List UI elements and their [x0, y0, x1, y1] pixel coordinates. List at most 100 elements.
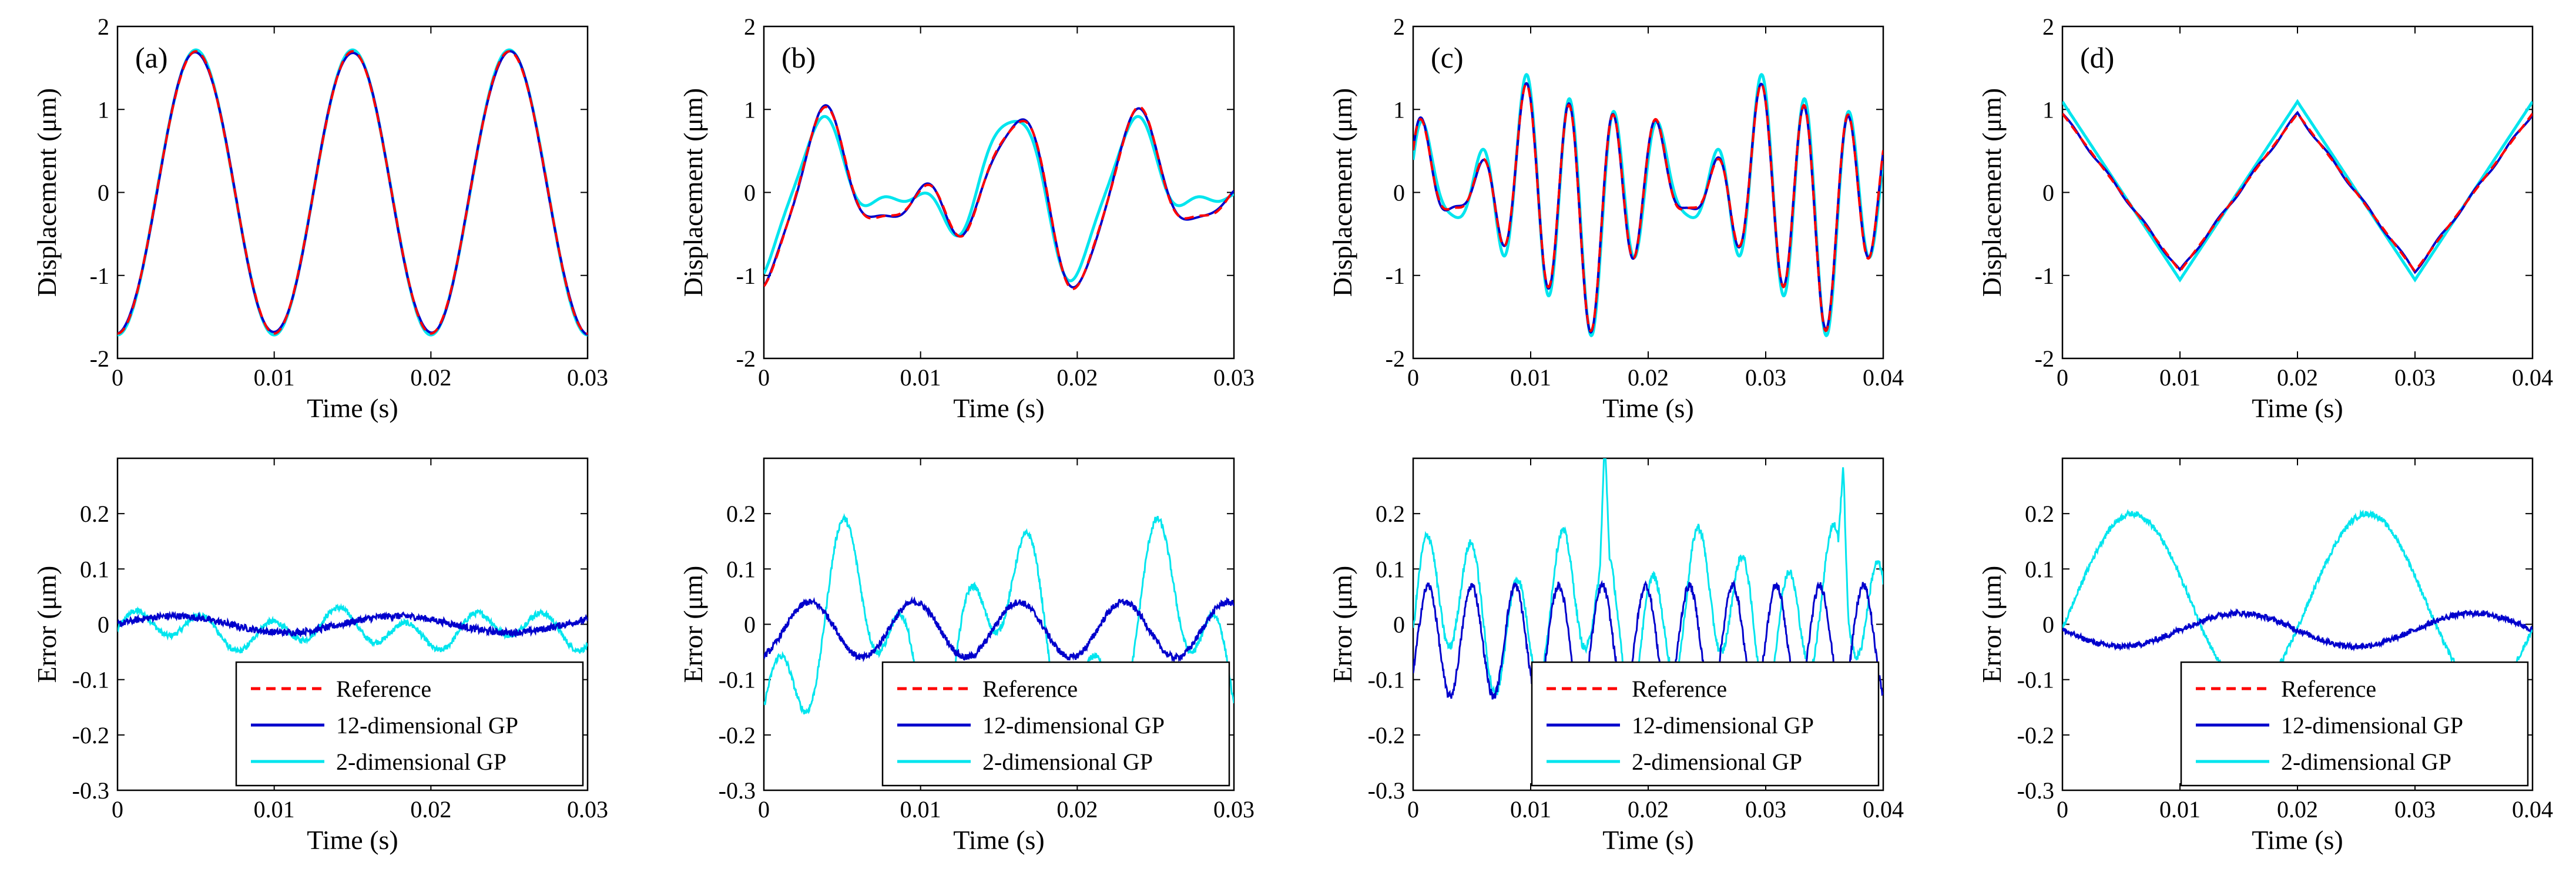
- legend-entry-label: 12-dimensional GP: [336, 712, 518, 739]
- series-line-12d-gp: [118, 610, 588, 638]
- x-tick-label: 0.01: [900, 364, 941, 391]
- y-tick-label: 2: [1393, 14, 1405, 40]
- x-tick-label: 0: [112, 796, 123, 823]
- x-tick-label: 0.03: [1745, 364, 1786, 391]
- x-axis-label: Time (s): [953, 825, 1045, 855]
- y-tick-label: -0.1: [1368, 667, 1405, 693]
- x-tick-label: 0.02: [2277, 796, 2318, 823]
- x-tick-label: 0.03: [2394, 364, 2436, 391]
- y-tick-label: 2: [98, 14, 109, 40]
- x-tick-label: 0.04: [1863, 796, 1904, 823]
- legend-entry-label: 12-dimensional GP: [2281, 712, 2463, 739]
- y-tick-label: 0.2: [1376, 501, 1405, 527]
- y-tick-label: 0: [744, 180, 756, 206]
- y-tick-label: 0.2: [80, 501, 109, 527]
- legend-entry-label: 2-dimensional GP: [982, 749, 1153, 775]
- legend-entry-label: Reference: [336, 676, 431, 702]
- y-tick-label: -2: [1386, 345, 1405, 372]
- y-tick-label: 2: [744, 14, 756, 40]
- series-line-reference: [2062, 111, 2533, 274]
- x-tick-label: 0.02: [2277, 364, 2318, 391]
- legend-entry-label: 2-dimensional GP: [2281, 749, 2451, 775]
- series-group: [118, 603, 588, 655]
- y-tick-label: -0.2: [719, 722, 756, 749]
- x-tick-label: 0.03: [1745, 796, 1786, 823]
- y-axis-label: Error (μm): [678, 566, 708, 683]
- y-axis-label: Error (μm): [1327, 566, 1357, 683]
- y-tick-label: -2: [90, 345, 109, 372]
- series-line-reference: [118, 50, 588, 335]
- chart-displacement-b: 0 0.01 0.02 0.03 -2 -1 0 1 2 Time (s) Displacement…: [678, 14, 1255, 423]
- y-tick-label: 0: [1393, 612, 1405, 638]
- x-tick-label: 0.04: [1863, 364, 1904, 391]
- x-tick-label: 0.01: [1510, 364, 1551, 391]
- y-tick-label: 0.1: [1376, 556, 1405, 582]
- panel-tag: (a): [135, 41, 168, 74]
- x-tick-label: 0.02: [410, 796, 451, 823]
- x-tick-label: 0: [2057, 364, 2068, 391]
- legend-entry-label: Reference: [982, 676, 1078, 702]
- y-tick-label: -0.1: [72, 667, 109, 693]
- x-tick-label: 0.01: [254, 364, 295, 391]
- x-tick-label: 0.01: [254, 796, 295, 823]
- y-axis-label: Displacement (μm): [678, 88, 708, 297]
- x-tick-label: 0.02: [1056, 364, 1098, 391]
- x-tick-label: 0: [758, 364, 770, 391]
- legend: Reference 12-dimensional GP 2-dimensional …: [2180, 661, 2529, 787]
- series-line-12d-gp: [764, 596, 1234, 664]
- legend-entry-label: 2-dimensional GP: [336, 749, 507, 775]
- series-line-2d-gp: [764, 513, 1234, 772]
- x-tick-label: 0.02: [1628, 796, 1669, 823]
- x-tick-label: 0.01: [2159, 364, 2201, 391]
- x-tick-label: 0: [2057, 796, 2068, 823]
- y-tick-label: 1: [1393, 96, 1405, 123]
- x-axis-label: Time (s): [2252, 393, 2343, 423]
- y-axis-label: Displacement (μm): [1327, 88, 1357, 297]
- x-tick-label: 0.03: [1213, 364, 1255, 391]
- y-tick-label: 0.2: [726, 501, 756, 527]
- legend: Reference 12-dimensional GP 2-dimensional …: [235, 661, 584, 787]
- y-axis-label: Error (μm): [1977, 566, 2007, 683]
- x-tick-label: 0.02: [1628, 364, 1669, 391]
- series-line-2d-gp: [764, 115, 1234, 283]
- legend-entry-label: 12-dimensional GP: [982, 712, 1165, 739]
- y-tick-label: -1: [2035, 263, 2054, 289]
- x-axis-label: Time (s): [307, 393, 398, 423]
- series-line-reference: [764, 106, 1234, 290]
- y-tick-label: -0.2: [2017, 722, 2054, 749]
- y-tick-label: 0.1: [2025, 556, 2054, 582]
- legend: Reference 12-dimensional GP 2-dimensional …: [1531, 661, 1880, 787]
- y-tick-label: -1: [90, 263, 109, 289]
- y-tick-label: 0: [744, 612, 756, 638]
- y-tick-label: 2: [2042, 14, 2054, 40]
- legend: Reference 12-dimensional GP 2-dimensional …: [881, 661, 1230, 787]
- y-tick-label: 0: [98, 180, 109, 206]
- legend-entry-label: 2-dimensional GP: [1632, 749, 1802, 775]
- y-tick-label: -0.3: [2017, 777, 2054, 804]
- x-tick-label: 0: [758, 796, 770, 823]
- x-tick-label: 0.02: [410, 364, 451, 391]
- series-line-12d-gp: [2062, 608, 2533, 652]
- y-axis-label: Displacement (μm): [1977, 88, 2007, 297]
- x-tick-label: 0.04: [2512, 796, 2553, 823]
- plot-frame: [116, 25, 589, 360]
- y-tick-label: 0: [2042, 612, 2054, 638]
- legend-entry-label: 12-dimensional GP: [1632, 712, 1814, 739]
- y-tick-label: -0.3: [719, 777, 756, 804]
- y-tick-label: -2: [736, 345, 756, 372]
- panel-tag: (c): [1431, 41, 1464, 74]
- x-tick-label: 0.04: [2512, 364, 2553, 391]
- y-axis-label: Error (μm): [32, 566, 62, 683]
- y-tick-label: -0.3: [1368, 777, 1405, 804]
- plot-frame: [2061, 25, 2534, 360]
- chart-displacement-d: 0 0.01 0.02 0.03 0.04 -2 -1 0 1 2 Time (s) Displace…: [1977, 14, 2553, 423]
- series-group: [2062, 99, 2533, 283]
- x-tick-label: 0.01: [1510, 796, 1551, 823]
- x-tick-label: 0.03: [2394, 796, 2436, 823]
- y-tick-label: 0: [98, 612, 109, 638]
- y-tick-label: 0.1: [80, 556, 109, 582]
- series-line-reference: [1413, 82, 1883, 333]
- x-tick-label: 0.03: [567, 364, 608, 391]
- y-tick-label: -2: [2035, 345, 2054, 372]
